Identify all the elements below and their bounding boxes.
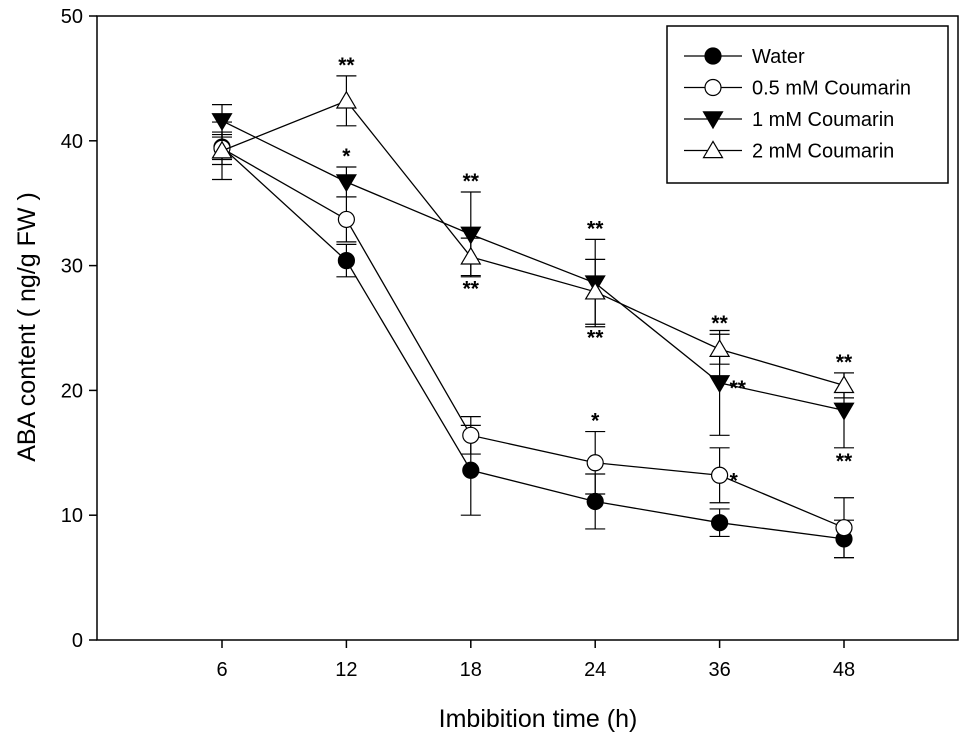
data-point [833, 402, 855, 421]
legend-item-coumarin-1mm: 1 mM Coumarin [684, 109, 894, 131]
data-point [460, 246, 482, 265]
significance-label: * [342, 145, 351, 168]
significance-label: ** [587, 326, 604, 349]
series-line [221, 100, 845, 387]
y-tick-label: 30 [61, 256, 83, 278]
data-point [462, 426, 480, 444]
significance-label: * [730, 469, 739, 492]
data-point [833, 375, 855, 394]
significance-label: * [591, 410, 600, 433]
data-point [710, 514, 729, 532]
legend-label: 2 mM Coumarin [752, 141, 894, 163]
data-point [460, 226, 482, 245]
x-tick-label: 6 [216, 659, 227, 681]
y-tick-label: 20 [61, 380, 83, 402]
significance-label: ** [730, 377, 747, 400]
series-coumarin-0-5mm [212, 131, 854, 559]
legend-marker [702, 111, 724, 130]
significance-label: ** [463, 278, 480, 301]
series-coumarin-2mm [211, 75, 855, 399]
data-point [335, 90, 357, 109]
data-point [586, 454, 604, 472]
legend-item-water: Water [684, 46, 805, 68]
y-tick-label: 40 [61, 131, 83, 153]
legend-marker [704, 78, 722, 97]
x-tick-label: 12 [335, 659, 357, 681]
legend-item-coumarin-0-5mm: 0.5 mM Coumarin [684, 78, 911, 100]
data-point [710, 466, 729, 484]
significance-label: ** [338, 54, 355, 77]
significance-label: ** [711, 312, 728, 335]
x-tick-label: 18 [460, 659, 482, 681]
significance-label: ** [836, 351, 853, 374]
legend-label: Water [752, 46, 805, 68]
series-line [221, 120, 845, 412]
data-point [709, 339, 731, 357]
significance-label: ** [463, 170, 480, 193]
y-axis-title: ABA content ( ng/g FW ) [13, 192, 41, 462]
data-point [462, 461, 480, 479]
legend-label: 1 mM Coumarin [752, 109, 894, 131]
data-point [584, 281, 606, 300]
y-tick-label: 0 [72, 630, 83, 652]
legend-item-coumarin-2mm: 2 mM Coumarin [684, 140, 894, 163]
data-point [337, 252, 355, 270]
data-point [335, 174, 357, 193]
x-tick-label: 24 [584, 659, 606, 681]
data-point [337, 210, 355, 229]
x-axis-title: Imbibition time (h) [439, 705, 638, 733]
legend-label: 0.5 mM Coumarin [752, 78, 911, 100]
y-tick-label: 10 [61, 505, 83, 527]
significance-label: ** [836, 450, 853, 473]
data-point [709, 375, 731, 394]
data-point [211, 140, 233, 159]
series-line [221, 146, 845, 540]
legend-marker [702, 140, 724, 159]
x-tick-label: 36 [708, 659, 730, 681]
data-point [586, 492, 604, 511]
significance-label: ** [587, 217, 604, 240]
series-line [221, 147, 845, 529]
data-point [835, 519, 853, 537]
x-tick-label: 48 [833, 659, 855, 681]
y-tick-label: 50 [61, 6, 83, 28]
plot-frame [96, 15, 959, 641]
legend-marker [704, 47, 722, 65]
